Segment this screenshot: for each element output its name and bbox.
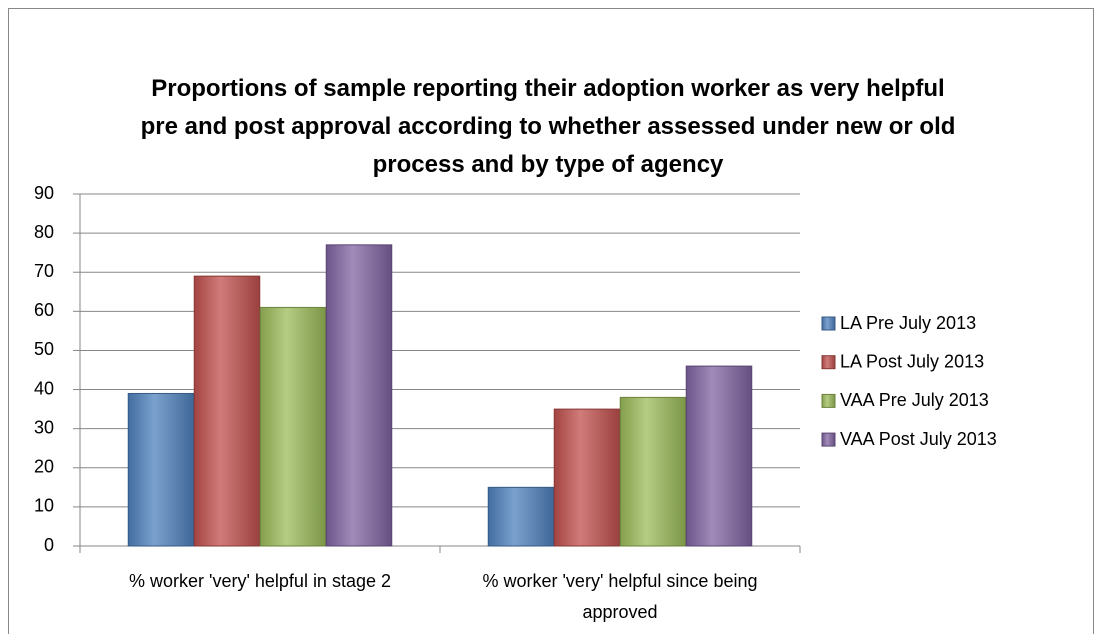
y-tick-label: 0 xyxy=(44,535,54,555)
y-tick-label: 20 xyxy=(34,457,54,477)
legend-swatch xyxy=(821,432,836,447)
y-tick-label: 80 xyxy=(34,222,54,242)
legend-label: LA Post July 2013 xyxy=(840,351,984,371)
legend-swatch xyxy=(821,393,836,408)
bar xyxy=(127,392,195,547)
bar xyxy=(553,408,621,547)
legend-label: VAA Post July 2013 xyxy=(840,429,997,449)
x-tick-label: % worker 'very' helpful in stage 2 xyxy=(129,571,391,591)
y-tick-label: 90 xyxy=(34,183,54,203)
bar xyxy=(685,365,753,547)
legend-swatch xyxy=(821,316,836,331)
legend-label: LA Pre July 2013 xyxy=(840,313,976,333)
bar xyxy=(619,396,687,547)
x-tick-label: % worker 'very' helpful since being appr… xyxy=(482,571,758,622)
y-tick-label: 40 xyxy=(34,378,54,398)
y-tick-label: 30 xyxy=(34,417,54,437)
bar xyxy=(193,275,261,547)
bar xyxy=(259,306,327,547)
chart-title: Proportions of sample reporting their ad… xyxy=(140,75,956,178)
y-tick-label: 10 xyxy=(34,496,54,516)
y-tick-label: 50 xyxy=(34,339,54,359)
legend-swatch xyxy=(821,355,836,370)
legend-label: VAA Pre July 2013 xyxy=(840,390,989,410)
y-tick-label: 60 xyxy=(34,300,54,320)
y-tick-label: 70 xyxy=(34,261,54,281)
bar xyxy=(325,244,393,547)
bar xyxy=(487,486,555,547)
